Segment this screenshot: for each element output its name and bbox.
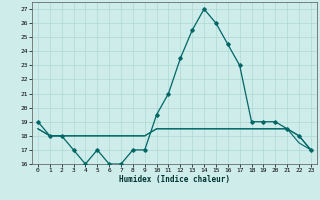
X-axis label: Humidex (Indice chaleur): Humidex (Indice chaleur)	[119, 175, 230, 184]
